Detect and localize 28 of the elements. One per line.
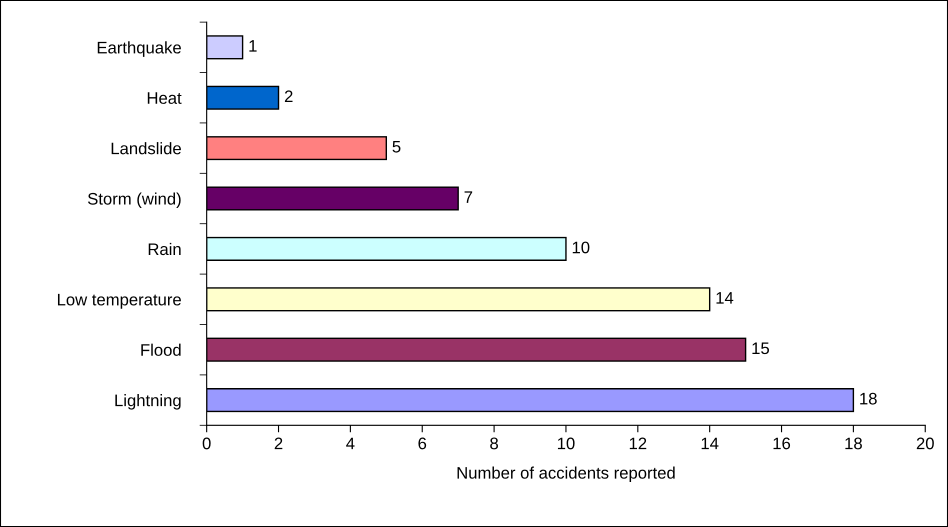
data-label: 5 [392, 140, 400, 153]
data-label: 15 [752, 342, 769, 354]
data-label: 1 [249, 40, 257, 52]
x-tick-label: 10 [558, 438, 575, 450]
y-tick-label: Landslide [112, 142, 181, 154]
y-tick-label: Rain [148, 242, 181, 256]
x-tick-label: 16 [774, 438, 790, 450]
x-tick-label: 18 [845, 438, 862, 450]
x-tick-label: 20 [916, 438, 934, 450]
y-tick-label: Heat [148, 92, 182, 104]
x-tick-label: 12 [630, 438, 646, 450]
data-label: 14 [716, 292, 734, 304]
y-tick-label: Lightning [115, 394, 181, 410]
data-label: 2 [284, 90, 293, 102]
y-tick-label: Low temperature [58, 294, 181, 309]
y-tick-label: Storm (wind) [88, 192, 181, 208]
data-label: 10 [572, 242, 590, 254]
data-label: 18 [860, 392, 877, 405]
x-tick-label: 6 [418, 438, 426, 450]
x-tick-label: 4 [346, 438, 355, 450]
x-tick-label: 8 [490, 438, 498, 450]
x-axis-title: Number of accidents reported [458, 466, 675, 482]
y-tick-label: Flood [141, 344, 181, 356]
x-tick-label: 14 [702, 438, 718, 450]
data-label: 7 [464, 191, 472, 203]
x-tick-label: 0 [202, 438, 211, 450]
x-tick-label: 2 [274, 438, 282, 450]
y-tick-label: Earthquake [98, 41, 181, 57]
